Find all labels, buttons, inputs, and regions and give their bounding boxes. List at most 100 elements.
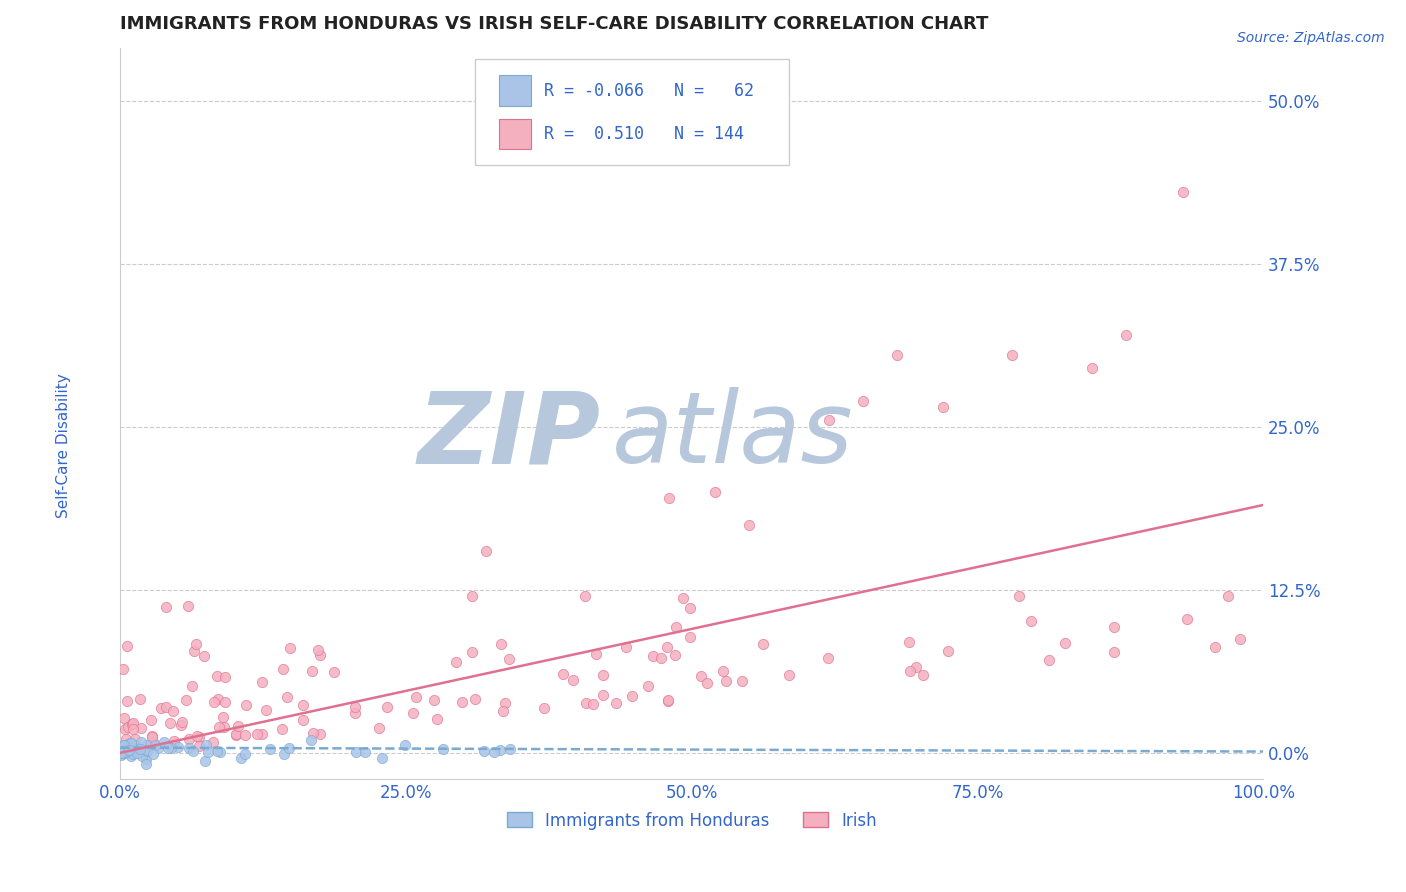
Point <box>166 739 188 754</box>
Point <box>172 714 194 729</box>
Point <box>115 694 138 708</box>
Point <box>127 741 149 756</box>
Point <box>115 738 138 752</box>
Point <box>128 692 150 706</box>
Point <box>141 730 163 744</box>
Text: Self-Care Disability: Self-Care Disability <box>56 374 70 518</box>
Point <box>562 673 585 688</box>
Point <box>1001 348 1024 362</box>
Point <box>226 719 249 733</box>
Point <box>1038 653 1060 667</box>
Point <box>897 635 920 649</box>
Point <box>159 716 181 731</box>
Point <box>114 738 136 752</box>
Point <box>679 630 702 644</box>
Point <box>202 695 225 709</box>
Point <box>1204 640 1226 654</box>
Point <box>904 660 927 674</box>
Point <box>122 747 145 761</box>
Point <box>142 735 165 749</box>
Point <box>498 652 520 666</box>
Point <box>482 746 505 760</box>
Point <box>208 720 231 734</box>
Point <box>655 640 678 654</box>
Point <box>344 745 367 759</box>
Point <box>1175 611 1198 625</box>
Point <box>301 726 323 740</box>
Point <box>273 747 295 761</box>
Point <box>212 710 235 724</box>
Point <box>115 745 138 759</box>
Point <box>111 747 134 761</box>
Point <box>186 729 208 743</box>
Point <box>118 742 141 756</box>
Point <box>1104 620 1126 634</box>
Text: atlas: atlas <box>612 387 853 484</box>
Point <box>195 738 218 752</box>
Point <box>120 749 142 764</box>
Point <box>472 744 495 758</box>
Point <box>778 668 800 682</box>
Point <box>394 738 416 752</box>
Point <box>125 739 148 754</box>
Point <box>135 752 157 766</box>
Point <box>181 679 204 693</box>
Point <box>235 698 257 712</box>
Point <box>690 669 713 683</box>
Point <box>233 728 256 742</box>
Point <box>489 637 512 651</box>
Point <box>852 393 875 408</box>
Point <box>354 745 377 759</box>
Point <box>371 750 394 764</box>
Point <box>912 667 935 681</box>
Point <box>114 741 136 756</box>
Text: Source: ZipAtlas.com: Source: ZipAtlas.com <box>1237 31 1385 45</box>
Point <box>214 670 236 684</box>
Point <box>111 739 134 753</box>
Text: R = -0.066   N =   62: R = -0.066 N = 62 <box>544 82 755 100</box>
Point <box>1081 361 1104 376</box>
Point <box>1173 185 1195 199</box>
Point <box>170 718 193 732</box>
Point <box>711 665 734 679</box>
Point <box>259 742 281 756</box>
Point <box>278 741 301 756</box>
Point <box>751 637 773 651</box>
Point <box>621 689 644 703</box>
Legend: Immigrants from Honduras, Irish: Immigrants from Honduras, Irish <box>501 805 883 837</box>
Point <box>188 739 211 753</box>
Point <box>574 589 596 603</box>
Point <box>122 715 145 730</box>
Point <box>115 746 138 760</box>
Point <box>375 700 398 714</box>
Point <box>155 600 177 615</box>
Point <box>124 732 146 747</box>
Point <box>276 690 298 704</box>
Point <box>402 706 425 720</box>
Point <box>657 694 679 708</box>
Point <box>212 720 235 734</box>
Point <box>592 667 614 681</box>
Point <box>162 704 184 718</box>
Point <box>125 739 148 753</box>
Point <box>120 741 142 756</box>
Point <box>121 717 143 731</box>
Point <box>582 698 605 712</box>
Point <box>141 729 163 743</box>
Point <box>114 741 136 756</box>
Point <box>122 723 145 737</box>
Point <box>731 673 754 688</box>
Point <box>225 728 247 742</box>
Point <box>1229 632 1251 646</box>
Point <box>125 746 148 760</box>
Point <box>271 662 294 676</box>
Point <box>405 690 427 704</box>
Point <box>205 744 228 758</box>
Point <box>233 747 256 762</box>
Point <box>214 695 236 709</box>
Point <box>1115 328 1137 343</box>
Point <box>307 643 329 657</box>
Point <box>250 727 273 741</box>
Point <box>818 413 841 427</box>
Point <box>117 721 139 735</box>
